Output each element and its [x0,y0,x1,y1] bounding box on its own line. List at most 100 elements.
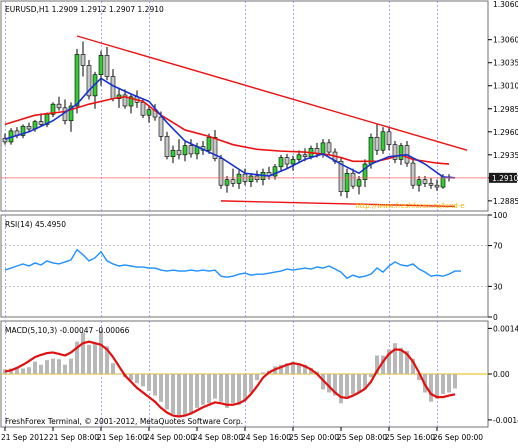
current-price-marker [489,172,517,183]
candle-bull [206,137,212,151]
macd-histogram-bar [351,374,355,395]
macd-histogram-bar [3,369,7,374]
candle-bear [284,157,290,165]
macd-histogram-bar [375,355,379,374]
macd-histogram-bar [369,374,373,378]
candle-bear [188,145,194,155]
price-tick-label: 1.2985 [493,105,518,114]
macd-histogram-bar [27,367,31,374]
macd-histogram-bar [75,341,79,374]
candle-bull [236,173,242,184]
time-tick-label: 24 Sep 00:00 [145,433,195,442]
macd-histogram-bar [39,364,43,374]
candle-bull [182,145,188,156]
channel-lower-line [220,200,456,208]
candle-bear [302,154,308,157]
macd-histogram-bar [309,367,313,374]
candle-bull [380,131,386,151]
macd-histogram-bar [135,374,139,384]
candle-bear [428,183,434,186]
macd-histogram-bar [57,359,61,374]
macd-histogram-bar [255,374,259,381]
candle-bear [392,144,398,160]
macd-histogram-bar [243,374,247,401]
candle-bear [218,158,224,186]
time-tick-label: 21 Sep 16:00 [97,433,147,442]
candle-bear [176,149,182,156]
price-axis: 1.3060 1.3035 1.3010 1.2985 1.2960 1.2935 1.29… [488,0,518,206]
macd-histogram-bar [129,374,133,381]
macd-tick-label: 0.00148 [493,324,518,333]
time-tick-label: 24 Sep 08:00 [193,433,243,442]
rsi-tick-label: 0 [493,313,498,322]
macd-histogram-bar [393,343,397,374]
candle-bear [80,54,86,66]
macd-histogram-bar [207,374,211,404]
macd-histogram-bar [285,363,289,374]
candle-bull [362,163,368,180]
macd-histogram-bar [435,374,439,399]
macd-histogram-bar [183,374,187,416]
macd-histogram-bar [87,344,91,374]
macd-histogram-bar [303,364,307,374]
price-tick-label: 1.3035 [493,59,518,68]
macd-histogram-bar [21,368,25,374]
macd-histogram-bar [441,374,445,395]
macd-histogram-bar [141,374,145,387]
macd-histogram-bar [411,358,415,374]
candle-bear [110,76,116,99]
macd-histogram-bar [261,372,265,374]
macd-histogram-bar [453,374,457,389]
macd-histogram-bar [105,346,109,374]
candle-bull [98,55,104,75]
macd-panel: MACD(5,10,3) -0.00047 -0.00066 FreshFore… [0,320,518,428]
macd-panel-header: MACD(5,10,3) -0.00047 -0.00066 [5,326,130,335]
candle-bull [74,54,80,107]
rsi-panel-header: RSI(14) 45.4950 [5,220,66,229]
candle-bull [440,176,446,188]
candle-bear [140,102,146,116]
candle-bull [368,137,374,165]
candle-bull [344,172,350,192]
price-top-label: 1.3060 [493,0,518,9]
indicator-overlays [1,35,488,208]
macd-histogram-bar [153,374,157,396]
macd-histogram-bar [387,349,391,374]
candle-bull [224,179,230,186]
watermark-link[interactable]: http://www.freshforex.ru/land-e [355,202,464,210]
candle-bear [326,142,332,153]
macd-histogram-bar [345,374,349,399]
macd-histogram-bar [93,343,97,374]
candle-bear [104,55,110,77]
macd-histogram-bar [117,373,121,375]
moving-average-line [4,77,456,179]
candle-bear [386,131,392,145]
macd-histogram-bar [81,332,85,374]
candle-bear [338,160,344,192]
macd-histogram-bar [291,361,295,374]
macd-histogram-bar [171,374,175,415]
macd-histogram-bar [51,358,55,374]
rsi-line [4,248,461,280]
macd-histogram-bar [333,374,337,396]
candle-bear [2,137,8,143]
macd-histogram-bar [165,374,169,410]
candle-bull [128,96,134,107]
price-tick-label: 1.3010 [493,82,518,91]
candle-bear [230,179,236,184]
candle-bear [56,103,62,109]
time-tick-label: 25 Sep 16:00 [385,433,435,442]
macd-histogram-bar [405,350,409,374]
macd-histogram-bar [69,358,73,374]
candle-bull [296,154,302,160]
candle-bull [272,166,278,177]
candle-bear [422,179,428,184]
candle-bull [248,175,254,182]
macd-histogram-bar [297,364,301,374]
macd-histogram-bar [147,374,151,391]
macd-histogram-bar [447,374,451,393]
rsi-plot [1,245,488,287]
channel-upper-line [76,35,468,151]
price-panel-header: EURUSD,H1 1.2909 1.2912 1.2907 1.2910 [5,5,164,14]
